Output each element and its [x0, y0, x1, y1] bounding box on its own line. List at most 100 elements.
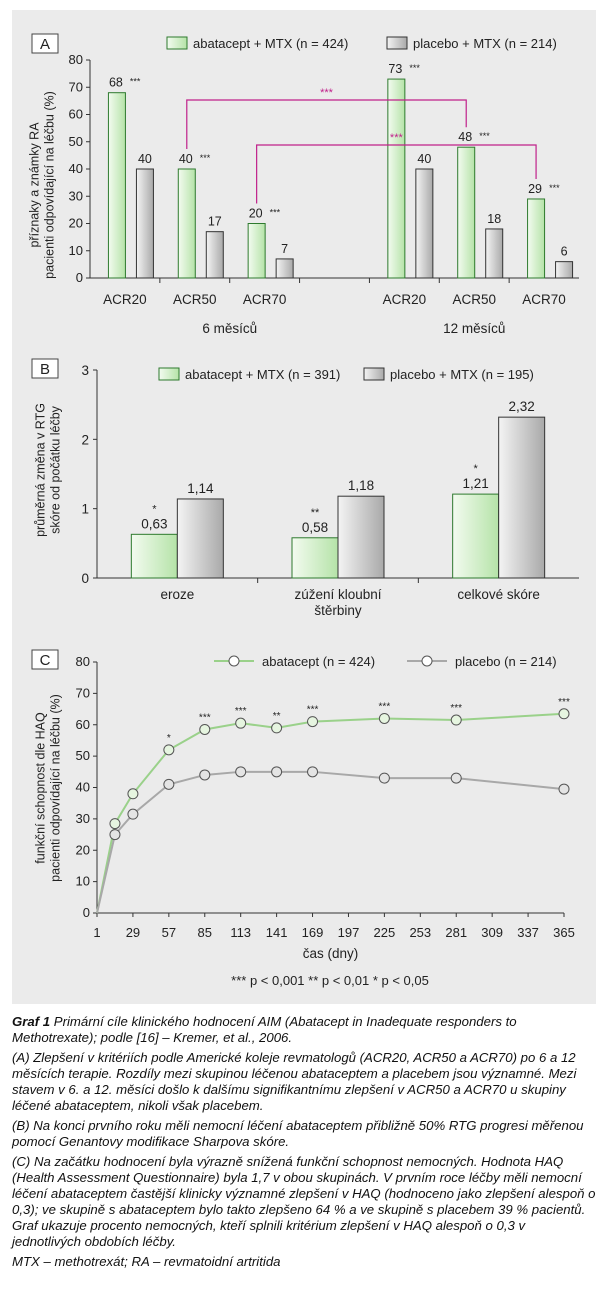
panel-c-x-tick-label: 309 — [481, 925, 503, 940]
caption-note-a: (A) Zlepšení v kritériích podle Americké… — [12, 1050, 577, 1113]
panel-b-value-label-abatacept: 0,58 — [302, 520, 328, 535]
panel-c-point-placebo — [127, 808, 139, 820]
panel-a-legend-placebo-swatch — [386, 36, 408, 50]
panel-c-point-abatacept — [271, 722, 283, 734]
panel-c-y-axis-label-line-0: funkční schopnost dle HAQ — [34, 712, 48, 864]
panel-c-letter: C — [40, 652, 51, 669]
panel-c-point-abatacept — [235, 717, 247, 729]
panel-a-value-label-abatacept: 20 — [249, 207, 263, 221]
panel-c-line-placebo — [96, 770, 565, 914]
panel-a-value-label-placebo: 40 — [138, 152, 152, 166]
panel-b-bar-placebo — [337, 495, 385, 579]
panel-b-bar-placebo — [176, 498, 224, 579]
panel-c-x-tick-label: 1 — [93, 925, 100, 940]
panel-a-significance-label: *** — [479, 131, 490, 141]
panel-b-bar-abatacept — [452, 493, 500, 579]
panel-b-value-label-placebo: 1,14 — [187, 481, 214, 496]
panel-a-value-label-placebo: 7 — [281, 242, 288, 256]
panel-a-category-label: ACR20 — [383, 292, 427, 307]
panel-a-letter: A — [40, 36, 50, 53]
panel-b-value-label-placebo: 2,32 — [509, 399, 535, 414]
panel-a-value-label-abatacept: 40 — [179, 152, 193, 166]
panel-a-group-label: 12 měsíců — [443, 321, 505, 336]
panel-c-significance-label: *** — [379, 701, 391, 712]
panel-c-x-tick-label: 169 — [302, 925, 324, 940]
panel-c-point-abatacept — [199, 723, 211, 735]
panel-a-y-tick-label: 80 — [69, 52, 83, 67]
panel-a-value-label-placebo: 17 — [208, 215, 222, 229]
panel-a-bar-abatacept — [247, 223, 266, 279]
panel-a-y-tick-label: 0 — [76, 270, 83, 285]
panel-b-y-tick-label: 2 — [81, 432, 89, 447]
panel-a-bracket-label: *** — [320, 87, 334, 99]
panel-a-significance-label: *** — [130, 77, 141, 87]
panel-c-legend-abatacept-marker — [228, 655, 240, 667]
panel-a-significance-label: *** — [549, 183, 560, 193]
panel-a-value-label-placebo: 40 — [417, 152, 431, 166]
panel-b-legend-abatacept-label: abatacept + MTX (n = 391) — [185, 367, 340, 382]
panel-a-bar-placebo — [275, 258, 294, 279]
panel-c-point-abatacept — [558, 708, 570, 720]
panel-a-bar-abatacept — [177, 168, 196, 279]
panel-c-significance-label: *** — [199, 712, 211, 723]
panel-a-significance-label: *** — [409, 63, 420, 73]
panel-a-bar-placebo — [415, 168, 434, 279]
panel-c-x-tick-label: 57 — [162, 925, 176, 940]
panel-b-category-label: štěrbiny — [314, 603, 362, 618]
panel-a-value-label-abatacept: 29 — [528, 182, 542, 196]
panel-c-y-tick-label: 70 — [76, 685, 90, 700]
panel-c-point-placebo — [558, 783, 570, 795]
panel-c-x-tick-label: 337 — [517, 925, 539, 940]
panel-c-significance-label: ** — [273, 711, 281, 722]
panel-a-category-label: ACR70 — [243, 292, 287, 307]
panel-c-point-placebo — [199, 769, 211, 781]
panel-a-bar-abatacept — [387, 78, 406, 279]
panel-a-y-tick-label: 40 — [69, 161, 83, 176]
panel-c-significance-label: * — [167, 733, 171, 744]
panel-b-bar-abatacept — [291, 537, 339, 579]
panel-c-legend-placebo-label: placebo (n = 214) — [455, 654, 557, 669]
panel-a-bar-placebo — [205, 231, 224, 279]
panel-b-letter-box — [31, 358, 59, 379]
panel-b-significance-label: ** — [311, 507, 320, 519]
panel-c-x-tick-label: 29 — [126, 925, 140, 940]
panel-a-bracket-label: *** — [390, 132, 404, 144]
panel-a-y-tick-label: 30 — [69, 188, 83, 203]
panel-a-value-label-placebo: 6 — [561, 245, 568, 259]
panel-c-y-axis-label-line-1: pacienti odpovídající na léčbu (%) — [49, 694, 63, 882]
panel-c-legend-abatacept-label: abatacept (n = 424) — [262, 654, 375, 669]
panel-a-bar-abatacept — [457, 146, 476, 279]
panel-a-legend-placebo-label: placebo + MTX (n = 214) — [413, 36, 557, 51]
panel-a-y-tick-label: 60 — [69, 107, 83, 122]
panel-c-x-tick-label: 197 — [338, 925, 360, 940]
panel-a-group-label: 6 měsíců — [202, 321, 257, 336]
panel-a-y-tick-label: 10 — [69, 243, 83, 258]
panel-b-value-label-abatacept: 1,21 — [463, 476, 489, 491]
panel-a-bar-abatacept — [527, 198, 546, 279]
panel-a-y-tick-label: 70 — [69, 79, 83, 94]
caption-title-text: Primární cíle klinického hodnocení AIM (… — [12, 1014, 517, 1045]
panel-c-significance-label: *** — [235, 706, 247, 717]
panel-c-x-tick-label: 281 — [445, 925, 467, 940]
panel-b-bar-placebo — [498, 416, 546, 579]
panel-a-bar-abatacept — [107, 92, 126, 279]
panel-c-legend-placebo-marker — [421, 655, 433, 667]
panel-c-point-placebo — [307, 766, 319, 778]
panel-a-significance-label: *** — [270, 208, 281, 218]
panel-c-significance-label: *** — [558, 697, 570, 708]
panel-b-category-label: zúžení kloubní — [294, 587, 381, 602]
panel-a-category-label: ACR50 — [452, 292, 496, 307]
panel-c-point-abatacept — [307, 716, 319, 728]
panel-c-point-placebo — [235, 766, 247, 778]
panel-a-significance-label: *** — [200, 153, 211, 163]
panel-c-significance-label: *** — [450, 703, 462, 714]
panel-c-y-tick-label: 10 — [76, 874, 90, 889]
panel-b-significance-label: * — [152, 503, 157, 515]
panel-b-legend-placebo-swatch — [363, 367, 385, 381]
panel-c-point-placebo — [109, 829, 121, 841]
panel-c-letter-box — [31, 649, 59, 670]
caption-title: Graf 1 Primární cíle klinického hodnocen… — [12, 1014, 596, 1046]
panel-a-value-label-placebo: 18 — [487, 212, 501, 226]
panel-c-y-tick-label: 60 — [76, 717, 90, 732]
